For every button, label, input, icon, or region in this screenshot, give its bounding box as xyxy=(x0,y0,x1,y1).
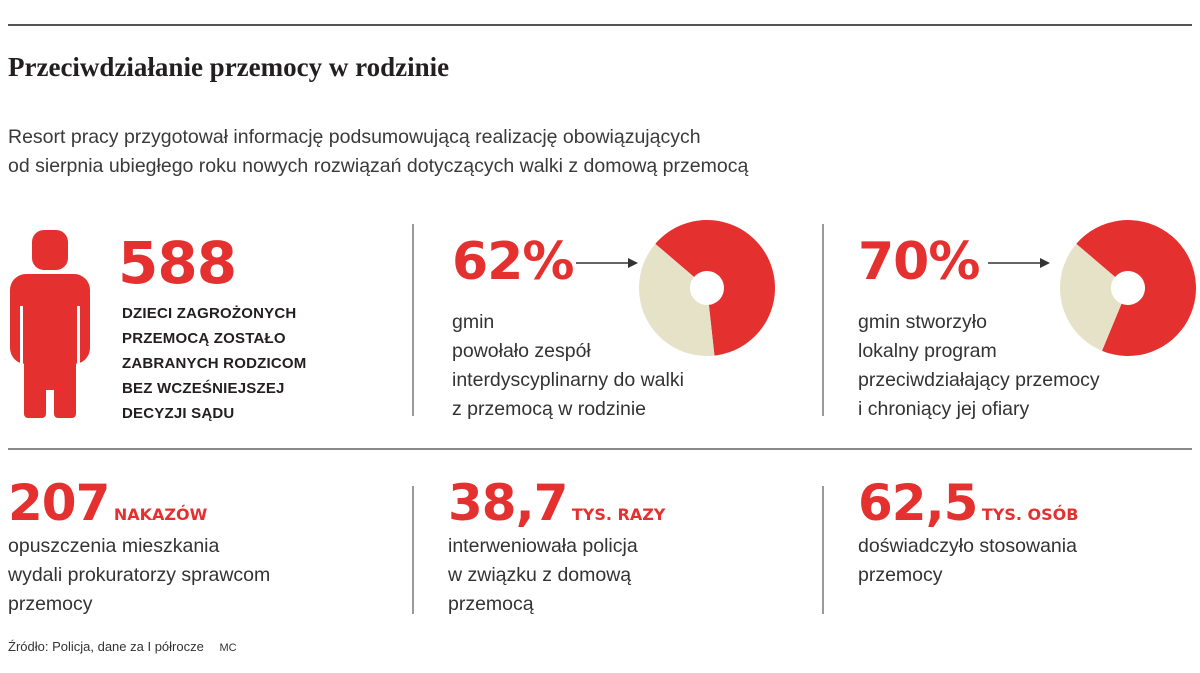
intro-line: Resort pracy przygotował informację pods… xyxy=(8,126,701,148)
victims-value: 62,5 xyxy=(858,474,978,532)
teams-value: 62% xyxy=(452,232,574,292)
orders-value: 207 xyxy=(8,474,110,532)
orders-caption: opuszczenia mieszkania wydali prokurator… xyxy=(8,532,270,619)
programs-caption: gmin stworzyło lokalny program przeciwdz… xyxy=(858,308,1100,424)
caption-line: doświadczyło stosowania xyxy=(858,535,1077,557)
caption-line: przeciwdziałający przemocy xyxy=(858,369,1100,391)
caption-line: wydali prokuratorzy sprawcom xyxy=(8,564,271,586)
caption-line: ZABRANYCH RODZICOM xyxy=(122,355,307,372)
author-initials: MC xyxy=(219,642,237,654)
victims-stat: 62,5 TYS. OSÓB xyxy=(858,478,1078,528)
interventions-caption: interweniowała policja w związku z domow… xyxy=(448,532,638,619)
teams-caption: gmin powołało zespół interdyscyplinarny … xyxy=(452,308,684,424)
caption-line: lokalny program xyxy=(858,340,997,362)
victims-caption: doświadczyło stosowania przemocy xyxy=(858,532,1077,590)
column-divider xyxy=(822,224,824,416)
caption-line: przemocy xyxy=(8,593,93,615)
children-value: 588 xyxy=(118,229,237,297)
caption-line: gmin xyxy=(452,311,495,333)
top-rule xyxy=(8,24,1192,26)
caption-line: z przemocą w rodzinie xyxy=(452,398,646,420)
programs-value: 70% xyxy=(858,232,980,292)
caption-line: gmin stworzyło xyxy=(858,311,987,333)
page-title: Przeciwdziałanie przemocy w rodzinie xyxy=(8,52,450,82)
donut-slice-share xyxy=(655,220,775,356)
caption-line: opuszczenia mieszkania xyxy=(8,535,220,557)
column-divider xyxy=(412,486,414,614)
column-divider xyxy=(822,486,824,614)
caption-line: powołało zespół xyxy=(452,340,591,362)
orders-unit: NAKAZÓW xyxy=(113,505,208,524)
victims-unit: TYS. OSÓB xyxy=(981,505,1079,524)
interventions-stat: 38,7 TYS. RAZY xyxy=(448,478,665,528)
programs-donut-chart xyxy=(1060,220,1196,356)
source-text: Źródło: Policja, dane za I półrocze xyxy=(8,639,204,654)
teams-donut-chart xyxy=(639,220,775,356)
caption-line: BEZ WCZEŚNIEJSZEJ xyxy=(122,380,285,397)
caption-line: w związku z domową xyxy=(448,564,632,586)
children-caption: DZIECI ZAGROŻONYCH PRZEMOCĄ ZOSTAŁO ZABR… xyxy=(122,301,402,426)
caption-line: DZIECI ZAGROŻONYCH xyxy=(122,305,297,322)
column-divider xyxy=(412,224,414,416)
donut-slice-rest xyxy=(1060,243,1122,351)
caption-line: interweniowała policja xyxy=(448,535,638,557)
caption-line: interdyscyplinarny do walki xyxy=(452,369,684,391)
row-divider xyxy=(8,448,1192,450)
caption-line: przemocą xyxy=(448,593,534,615)
orders-stat: 207 NAKAZÓW xyxy=(8,478,207,528)
arrow-right-icon xyxy=(576,258,638,268)
interventions-value: 38,7 xyxy=(448,474,568,532)
caption-line: DECYZJI SĄDU xyxy=(122,405,235,422)
caption-line: PRZEMOCĄ ZOSTAŁO xyxy=(122,330,286,347)
donut-slice-share xyxy=(1076,220,1196,356)
person-silhouette-icon xyxy=(10,230,90,418)
donut-slice-rest xyxy=(639,243,715,356)
intro-line: od sierpnia ubiegłego roku nowych rozwią… xyxy=(8,155,749,177)
intro-text: Resort pracy przygotował informację pods… xyxy=(8,123,1128,181)
caption-line: i chroniący jej ofiary xyxy=(858,398,1030,420)
source-note: Źródło: Policja, dane za I półrocze MC xyxy=(8,639,237,654)
interventions-unit: TYS. RAZY xyxy=(571,505,666,524)
caption-line: przemocy xyxy=(858,564,943,586)
arrow-right-icon xyxy=(988,258,1050,268)
